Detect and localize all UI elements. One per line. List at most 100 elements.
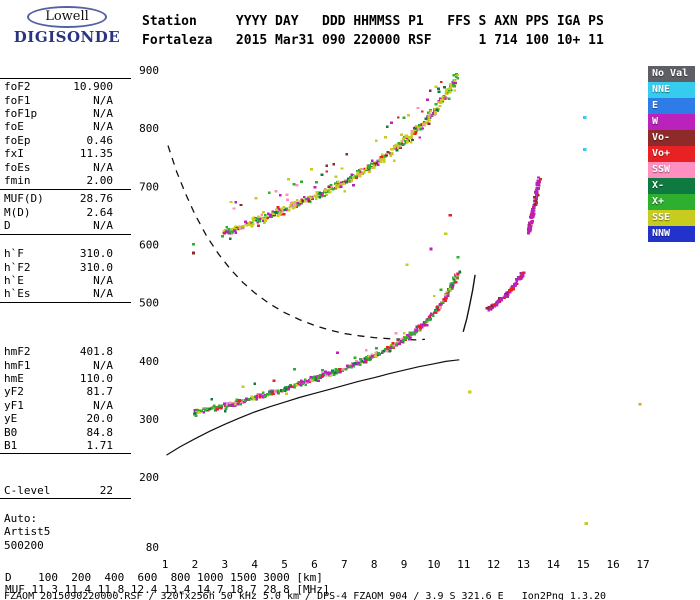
x-tick-2: 2 xyxy=(192,558,199,571)
param-hmf1: hmF1 N/A xyxy=(0,358,131,372)
param-md: M(D) 2.64 xyxy=(0,205,131,219)
param-label: M(D) xyxy=(4,205,31,219)
doppler-color-legend: No Val NNE E W Vo- Vo+ SSW X- X+ SSE NNW xyxy=(648,66,695,242)
param-fof2: foF2 10.900 xyxy=(0,80,131,93)
x-tick-3: 3 xyxy=(221,558,228,571)
param-hf2: h`F2 310.0 xyxy=(0,260,131,274)
x-tick-8: 8 xyxy=(371,558,378,571)
param-value: N/A xyxy=(93,106,113,120)
param-value: N/A xyxy=(93,287,113,301)
param-label: MUF(D) xyxy=(4,192,44,206)
parameter-panel: foF2 10.900 foF1 N/A foF1p N/A foE N/A foEp 0.46 f… xyxy=(0,0,131,560)
param-label: fxI xyxy=(4,147,24,161)
param-foes: foEs N/A xyxy=(0,160,131,174)
x-tick-4: 4 xyxy=(251,558,258,571)
muf-row: MUF 11.3 11.4 11.8 12.4 13.4 14.7 18.7 2… xyxy=(5,583,330,596)
file-info-line: FZAOM_2015090220000.RSF / 320fx256h 50 k… xyxy=(4,591,607,600)
y-tick-300: 300 xyxy=(139,413,159,426)
param-group-1: MUF(D) 28.76 M(D) 2.64 D N/A xyxy=(0,192,131,232)
param-label: foF1p xyxy=(4,106,38,120)
panel-separator xyxy=(0,78,131,79)
param-b1: B1 1.71 xyxy=(0,439,131,452)
x-tick-15: 15 xyxy=(577,558,590,571)
param-d: D N/A xyxy=(0,219,131,232)
lowell-logo-oval: Lowell xyxy=(27,6,107,28)
param-fxi: fxI 11.35 xyxy=(0,147,131,160)
param-yf1: yF1 N/A xyxy=(0,399,131,412)
panel-separator xyxy=(0,234,131,235)
param-value: 310.0 xyxy=(79,260,113,274)
x-tick-11: 11 xyxy=(457,558,470,571)
y-tick-900: 900 xyxy=(139,64,159,77)
param-ye: yE 20.0 xyxy=(0,412,131,425)
param-value: N/A xyxy=(93,273,113,287)
y-tick-600: 600 xyxy=(139,239,159,252)
param-label: hmF2 xyxy=(4,345,31,359)
param-value: N/A xyxy=(93,93,113,107)
param-label: fmin xyxy=(4,173,31,187)
auto-info-line: Auto: xyxy=(4,512,38,525)
param-value: N/A xyxy=(93,358,113,372)
x-tick-6: 6 xyxy=(311,558,318,571)
param-value: 1.71 xyxy=(86,438,114,452)
logo-brand-text: Lowell xyxy=(45,9,89,24)
legend-item-nnw: NNW xyxy=(648,226,695,242)
legend-item-nne: NNE xyxy=(648,82,695,98)
x-tick-17: 17 xyxy=(636,558,649,571)
auto-info-line: Artist5 xyxy=(4,525,51,539)
param-fmin: fmin 2.00 xyxy=(0,174,131,187)
param-label: foE xyxy=(4,120,24,134)
param-value: N/A xyxy=(93,120,113,134)
auto-info-line: 500200 xyxy=(4,538,44,552)
param-hme: hmE 110.0 xyxy=(0,372,131,385)
lowell-digisonde-logo: Lowell DIGISONDE xyxy=(8,5,126,46)
param-group-3: hmF2 401.8 hmF1 N/A hmE 110.0 yF2 81.7 yF1 N/A yE 2… xyxy=(0,345,131,452)
param-label: B0 xyxy=(4,425,18,439)
trace-fit-tip-line xyxy=(462,274,476,332)
legend-item-noval: No Val xyxy=(648,66,695,82)
param-b0: B0 84.8 xyxy=(0,425,131,439)
y-tick-500: 500 xyxy=(139,297,159,310)
param-label: hmF1 xyxy=(4,358,31,372)
x-tick-12: 12 xyxy=(487,558,500,571)
param-label: B1 xyxy=(4,438,18,452)
param-group-4: C-level 22 xyxy=(0,484,131,497)
param-value: 401.8 xyxy=(79,345,113,359)
param-value: 10.900 xyxy=(73,80,113,94)
param-mufd: MUF(D) 28.76 xyxy=(0,192,131,205)
param-value: 110.0 xyxy=(79,371,113,385)
legend-item-w: W xyxy=(648,114,695,130)
x-tick-13: 13 xyxy=(517,558,530,571)
legend-item-sse: SSE xyxy=(648,210,695,226)
param-value: 28.76 xyxy=(79,192,113,206)
param-value: 20.0 xyxy=(86,412,114,426)
param-label: D xyxy=(4,218,11,232)
param-value: 81.7 xyxy=(86,385,114,399)
y-tick-80: 80 xyxy=(146,541,159,554)
param-value: 310.0 xyxy=(79,247,113,261)
param-label: h`F xyxy=(4,247,24,261)
legend-item-x-: X- xyxy=(648,178,695,194)
param-label: yF1 xyxy=(4,398,24,412)
param-label: h`F2 xyxy=(4,260,31,274)
y-tick-700: 700 xyxy=(139,180,159,193)
panel-separator xyxy=(0,189,131,190)
param-group-0: foF2 10.900 foF1 N/A foF1p N/A foE N/A foEp 0.46 f… xyxy=(0,80,131,187)
legend-item-vo+: Vo+ xyxy=(648,146,695,162)
panel-separator xyxy=(0,302,131,303)
panel-separator xyxy=(0,453,131,454)
param-label: h`E xyxy=(4,273,24,287)
param-he: h`E N/A xyxy=(0,274,131,287)
param-label: C-level xyxy=(4,484,51,498)
param-group-2: h`F 310.0 h`F2 310.0 h`E N/A h`Es N/A xyxy=(0,247,131,301)
y-tick-400: 400 xyxy=(139,355,159,368)
x-tick-1: 1 xyxy=(162,558,169,571)
x-tick-16: 16 xyxy=(607,558,620,571)
panel-separator xyxy=(0,498,131,499)
param-value: N/A xyxy=(93,160,113,174)
legend-item-vo-: Vo- xyxy=(648,130,695,146)
param-value: 0.46 xyxy=(86,133,114,147)
param-foep: foEp 0.46 xyxy=(0,134,131,147)
